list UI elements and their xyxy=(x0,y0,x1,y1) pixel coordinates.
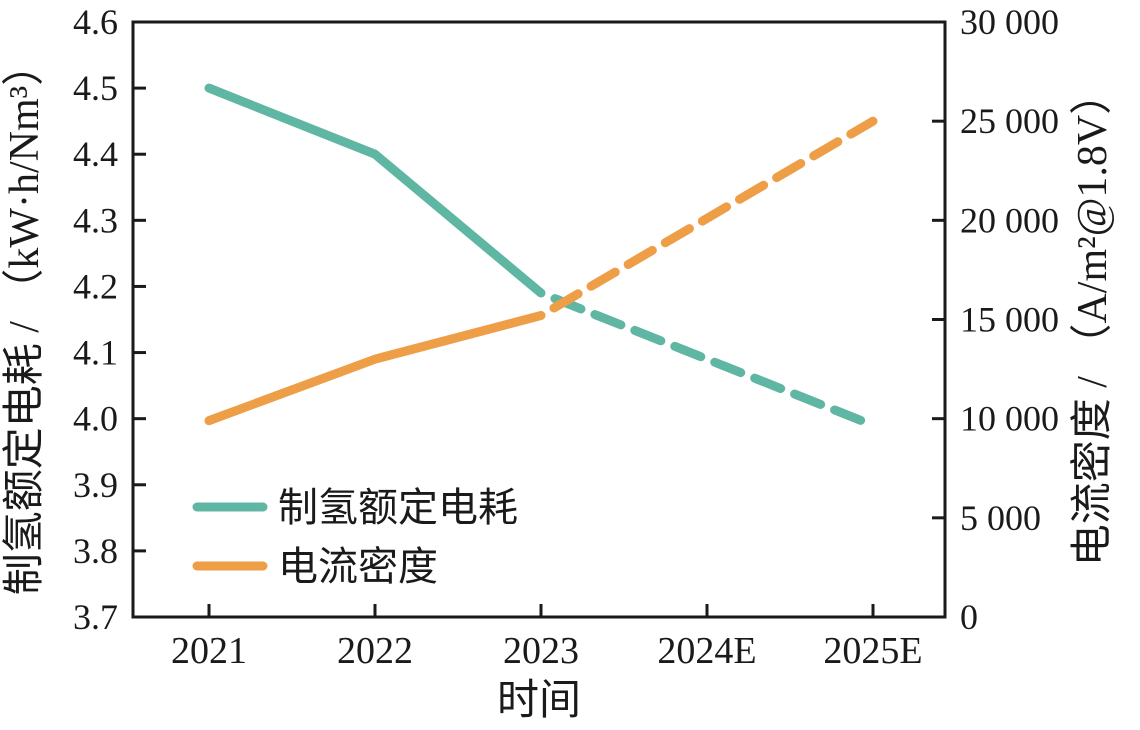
legend-label-0: 制氢额定电耗 xyxy=(278,485,518,530)
left-axis-tick-label: 3.8 xyxy=(73,531,118,571)
legend-label-1: 电流密度 xyxy=(278,544,438,589)
plot-area: 3.7 3.8 3.9 4.0 4.1 4.2 4.3 4.4 4.5 4.6 0 5 000 10 0… xyxy=(1,2,1116,724)
right-axis-tick-label: 5 000 xyxy=(960,498,1041,538)
right-axis-tick-label: 30 000 xyxy=(960,2,1059,42)
left-axis-tick-label: 4.1 xyxy=(73,333,118,373)
series-1-solid-line xyxy=(204,311,546,426)
right-axis-tick-label: 20 000 xyxy=(960,200,1059,240)
left-axis-tick-label: 4.0 xyxy=(73,399,118,439)
left-axis-tick-label: 4.2 xyxy=(73,266,118,306)
left-axis-tick-label: 3.9 xyxy=(73,465,118,505)
left-axis-tick-label: 4.6 xyxy=(73,2,118,42)
x-axis-tick-label: 2022 xyxy=(337,630,413,672)
x-axis-tick-label: 2021 xyxy=(171,630,247,672)
left-axis-tick-label: 4.3 xyxy=(73,200,118,240)
left-axis-tick-label: 3.7 xyxy=(73,597,118,637)
left-axis-tick-label: 4.4 xyxy=(73,134,118,174)
series-0-solid-line xyxy=(204,83,546,298)
right-axis-tick-label: 0 xyxy=(960,597,978,637)
right-axis-tick-label: 15 000 xyxy=(960,300,1059,340)
x-axis-tick-label: 2025E xyxy=(823,630,922,672)
series-1-dashed-line xyxy=(536,116,878,321)
right-axis-title: 电流密度 / （A/m²@1.8V） xyxy=(1069,73,1116,566)
x-axis-tick-label: 2023 xyxy=(503,630,579,672)
left-axis-tick-label: 4.5 xyxy=(73,68,118,108)
right-axis-tick-label: 25 000 xyxy=(960,101,1059,141)
series-0-dashed-line xyxy=(536,288,878,430)
left-axis-title: 制氢额定电耗 / （kW·h/Nm³） xyxy=(1,44,48,596)
right-axis-tick-label: 10 000 xyxy=(960,399,1059,439)
x-axis-title: 时间 xyxy=(497,678,581,724)
x-axis-tick-label: 2024E xyxy=(657,630,756,672)
